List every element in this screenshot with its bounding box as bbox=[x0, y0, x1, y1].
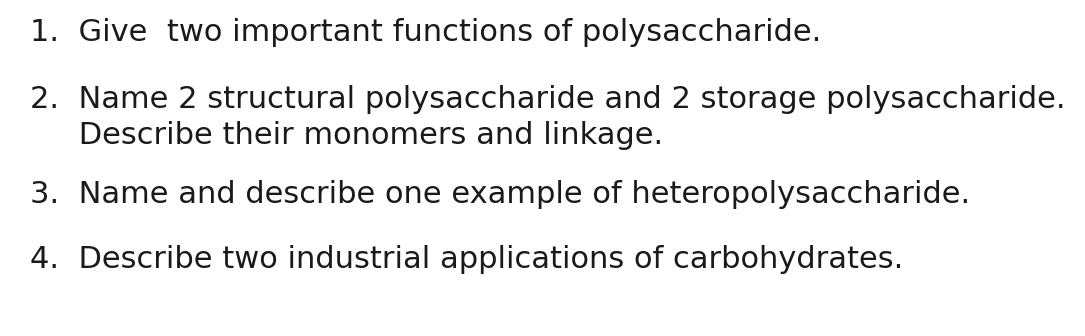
Text: 4.  Describe two industrial applications of carbohydrates.: 4. Describe two industrial applications … bbox=[30, 245, 903, 274]
Text: 1.  Give  two important functions of polysaccharide.: 1. Give two important functions of polys… bbox=[30, 18, 821, 47]
Text: 2.  Name 2 structural polysaccharide and 2 storage polysaccharide.: 2. Name 2 structural polysaccharide and … bbox=[30, 85, 1065, 114]
Text: 3.  Name and describe one example of heteropolysaccharide.: 3. Name and describe one example of hete… bbox=[30, 180, 970, 209]
Text: Describe their monomers and linkage.: Describe their monomers and linkage. bbox=[30, 121, 663, 150]
